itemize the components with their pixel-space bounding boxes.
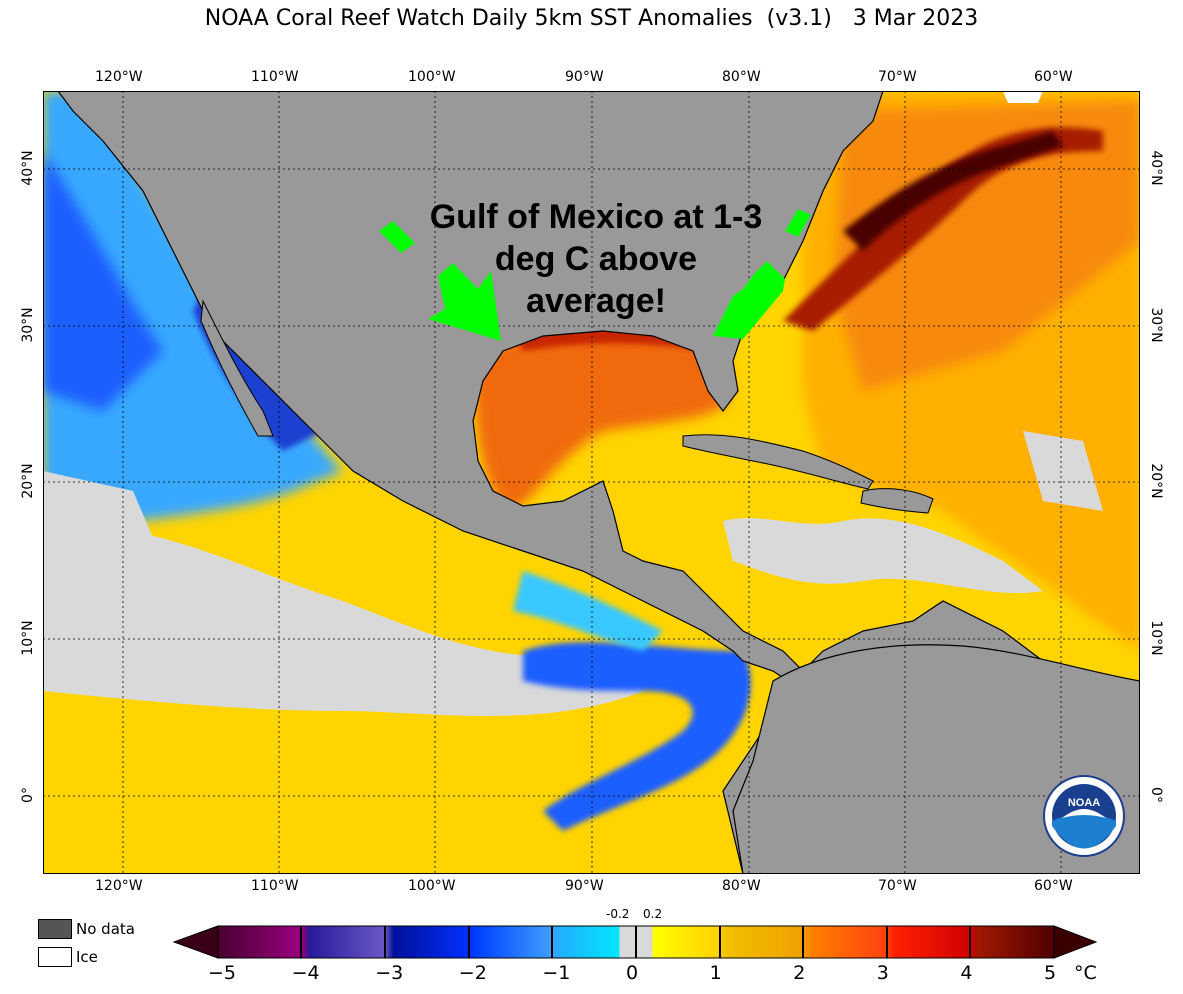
colorbar-unit: °C <box>1074 962 1097 984</box>
panama-cold <box>523 642 751 831</box>
gulf-warm <box>473 324 730 511</box>
lon-label-bottom-0: 120°W <box>95 878 143 894</box>
colorbar <box>172 925 1098 959</box>
lon-label-top-1: 110°W <box>251 69 299 85</box>
no-data-swatch <box>38 919 72 939</box>
lon-label-top-5: 70°W <box>878 69 917 85</box>
colorbar-tick-9: 4 <box>960 962 973 984</box>
colorbar-tick-6: 1 <box>709 962 722 984</box>
lat-label-right-4: 0° <box>1148 787 1164 803</box>
lat-label-left-4: 0° <box>20 787 36 803</box>
lon-label-bottom-4: 80°W <box>722 878 761 894</box>
colorbar-tick-neg02: -0.2 <box>606 907 630 921</box>
colorbar-tick-0: −5 <box>208 962 237 984</box>
lat-label-left-1: 30°N <box>20 307 36 343</box>
lat-label-right-2: 20°N <box>1148 463 1164 499</box>
no-data-label: No data <box>76 920 135 938</box>
lat-label-right-0: 40°N <box>1148 150 1164 186</box>
ice-label: Ice <box>76 948 98 966</box>
annotation-line-1: Gulf of Mexico at 1-3 <box>430 198 763 236</box>
lat-label-right-1: 30°N <box>1148 307 1164 343</box>
colorbar-tick-8: 3 <box>876 962 889 984</box>
colorbar-tick-10: 5 <box>1044 962 1057 984</box>
lat-label-right-3: 10°N <box>1148 620 1164 656</box>
gulf-stream <box>783 127 1103 331</box>
colorbar-tick-2: −3 <box>375 962 404 984</box>
lat-label-left-2: 20°N <box>20 463 36 499</box>
colorbar-tick-7: 2 <box>793 962 806 984</box>
sst-anomaly-map: Gulf of Mexico at 1-3 deg C above averag… <box>43 91 1140 874</box>
lon-label-bottom-6: 60°W <box>1034 878 1073 894</box>
colorbar-tick-4: −1 <box>542 962 571 984</box>
colorbar-tick-pos02: 0.2 <box>643 907 663 921</box>
ice-swatch <box>38 947 72 967</box>
lat-label-left-3: 10°N <box>20 620 36 656</box>
annotation-line-3: average! <box>526 282 666 320</box>
lon-label-top-4: 80°W <box>722 69 761 85</box>
green-arrows <box>379 209 811 341</box>
noaa-logo-text: NOAA <box>1068 797 1100 809</box>
lon-label-top-6: 60°W <box>1034 69 1073 85</box>
cuba <box>682 434 874 490</box>
lon-label-top-2: 100°W <box>408 69 456 85</box>
arrow-right-head <box>713 261 785 339</box>
nodata-sea <box>43 527 643 716</box>
arrow-left-head <box>428 263 501 341</box>
map-title: NOAA Coral Reef Watch Daily 5km SST Anom… <box>204 6 979 31</box>
lon-label-top-3: 90°W <box>565 69 604 85</box>
lon-label-bottom-2: 100°W <box>408 878 456 894</box>
lon-label-bottom-3: 90°W <box>565 878 604 894</box>
lon-label-bottom-1: 110°W <box>251 878 299 894</box>
lon-label-bottom-5: 70°W <box>878 878 917 894</box>
arrow-right-dash <box>785 209 811 237</box>
colorbar-tick-5: 0 <box>626 962 639 984</box>
annotation-line-2: deg C above <box>495 240 697 278</box>
noaa-logo: NOAA <box>1043 775 1125 857</box>
lon-label-top-0: 120°W <box>95 69 143 85</box>
colorbar-tick-1: −4 <box>291 962 320 984</box>
lat-label-left-0: 40°N <box>20 150 36 186</box>
arrow-left-dash <box>379 221 415 253</box>
colorbar-tick-3: −2 <box>458 962 487 984</box>
annotation-text: Gulf of Mexico at 1-3 deg C above averag… <box>430 198 763 320</box>
